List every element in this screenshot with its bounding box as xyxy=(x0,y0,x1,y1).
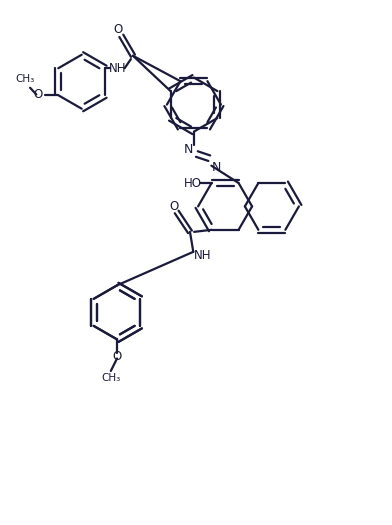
Text: HO: HO xyxy=(184,176,202,190)
Text: O: O xyxy=(33,88,42,101)
Text: CH₃: CH₃ xyxy=(101,373,120,383)
Text: NH: NH xyxy=(109,62,126,75)
Text: N: N xyxy=(184,143,194,156)
Text: O: O xyxy=(113,350,122,362)
Text: CH₃: CH₃ xyxy=(15,74,35,83)
Text: O: O xyxy=(114,24,123,37)
Text: N: N xyxy=(212,161,221,174)
Text: O: O xyxy=(170,200,179,213)
Text: NH: NH xyxy=(194,249,211,262)
